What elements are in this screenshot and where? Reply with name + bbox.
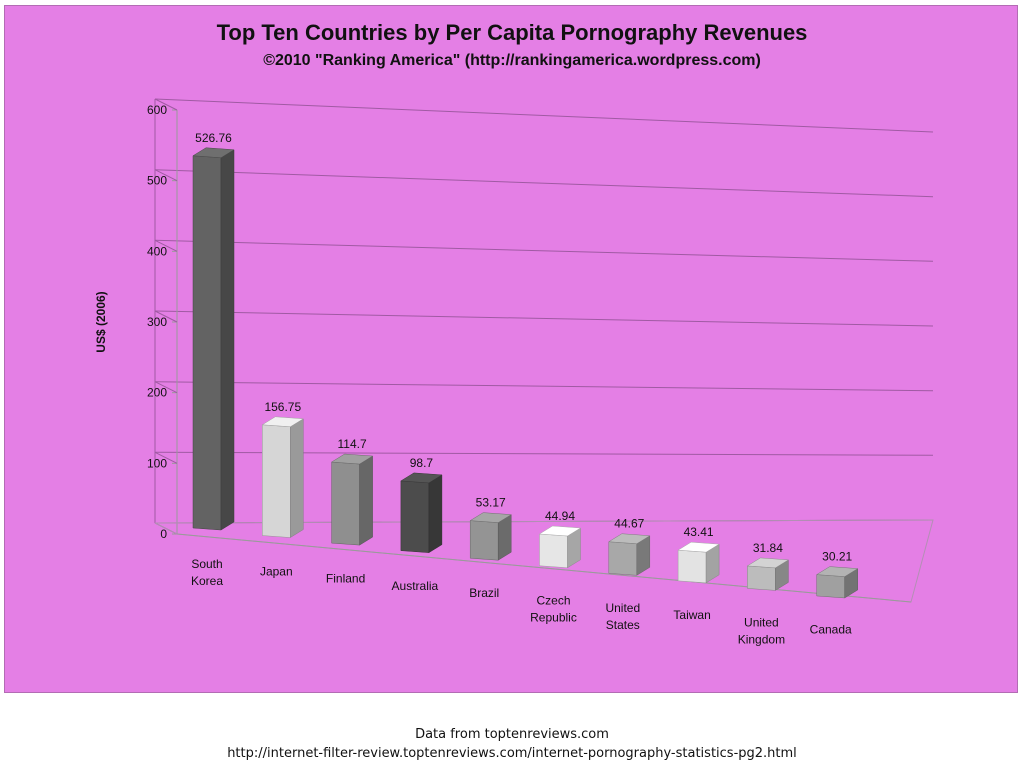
x-tick-label: Republic [530, 611, 577, 625]
chart-subtitle: ©2010 "Ranking America" (http://rankinga… [263, 52, 761, 69]
side-gridline [154, 381, 178, 394]
y-axis-label: US$ (2006) [94, 291, 108, 352]
bar-top-face [538, 525, 582, 537]
bar-top-face [330, 453, 374, 465]
bar-front-face [400, 480, 430, 553]
bar-side-face [220, 149, 235, 531]
gridline [154, 169, 934, 198]
data-label: 31.84 [753, 541, 783, 555]
x-tick-label: South [191, 557, 222, 571]
data-label: 98.7 [410, 456, 434, 470]
data-label: 53.17 [476, 496, 506, 510]
gridline [154, 310, 934, 327]
bar-top-face [677, 541, 720, 553]
data-label: 156.75 [264, 400, 301, 414]
bar-front-face [816, 574, 845, 599]
bar [815, 566, 859, 599]
x-tick-label: Taiwan [673, 608, 710, 622]
y-tick-label: 500 [147, 174, 167, 188]
data-label: 43.41 [684, 525, 714, 539]
bar-front-face [539, 533, 568, 569]
y-tick-label: 600 [147, 103, 167, 117]
y-tick-label: 0 [160, 527, 167, 541]
side-gridline [154, 98, 178, 111]
x-tick-label: Czech [536, 594, 570, 608]
x-tick-label: Korea [191, 574, 223, 588]
side-gridline [154, 169, 178, 182]
bar [261, 416, 305, 538]
side-gridline [154, 239, 178, 252]
bar-top-face [608, 533, 651, 544]
x-tick-label: Finland [326, 572, 365, 586]
bar [677, 541, 720, 584]
x-tick-label: Kingdom [738, 632, 785, 646]
bar [192, 147, 235, 531]
bar-top-face [469, 512, 512, 523]
bar [330, 453, 374, 546]
side-gridline [154, 310, 178, 323]
y-tick-label: 400 [147, 244, 167, 258]
bar [746, 557, 790, 591]
bar-front-face [608, 541, 638, 576]
bar-front-face [677, 549, 707, 584]
footer-url: http://internet-filter-review.toptenrevi… [227, 746, 797, 761]
bar-front-face [192, 155, 222, 531]
y-tick-label: 200 [147, 386, 167, 400]
x-tick-label: Brazil [469, 586, 499, 600]
bar-top-face [192, 147, 235, 159]
x-tick-label: States [606, 618, 640, 632]
x-tick-label: United [744, 615, 779, 629]
bar-front-face [262, 424, 291, 538]
bar-front-face [469, 520, 499, 561]
bar-side-face [359, 455, 373, 546]
y-tick-label: 300 [147, 315, 167, 329]
gridline [154, 381, 934, 392]
x-tick-label: Japan [260, 564, 293, 578]
bars [192, 147, 859, 599]
data-label: 44.67 [614, 517, 644, 531]
bar [538, 525, 582, 569]
bar [608, 533, 651, 576]
bar [469, 512, 512, 561]
data-label: 114.7 [338, 437, 367, 451]
x-axis-line [176, 533, 912, 603]
side-gridline [154, 451, 178, 464]
bar-front-face [331, 461, 360, 546]
x-tick-label: Australia [392, 579, 439, 593]
bar-top-face [815, 566, 859, 577]
bar-side-face [428, 474, 443, 554]
bar-side-face [290, 418, 304, 538]
gridline [154, 98, 934, 133]
data-label: 44.94 [545, 509, 575, 523]
x-tick-label: Canada [810, 623, 852, 637]
bar-front-face [747, 565, 776, 591]
bar [400, 472, 443, 554]
y-tick-label: 100 [147, 456, 167, 470]
bar-top-face [261, 416, 305, 428]
y-ticks: 0 100 200 300 400 500 600 [147, 98, 178, 541]
footer-source: Data from toptenreviews.com [415, 727, 609, 742]
bar-chart: 0 100 200 300 400 500 600 US$ (2006) 526.76 156.7… [94, 98, 934, 646]
bar-top-face [746, 557, 790, 569]
data-labels: 526.76 156.75 114.7 98.7 53.17 44.94 44.67 43.4… [195, 131, 852, 564]
data-label: 526.76 [195, 131, 232, 145]
chart-title: Top Ten Countries by Per Capita Pornogra… [216, 20, 808, 45]
x-tick-label: United [605, 601, 640, 615]
data-label: 30.21 [822, 550, 852, 564]
chart-area: Top Ten Countries by Per Capita Pornogra… [4, 5, 1018, 693]
bar-top-face [400, 472, 443, 484]
gridline [154, 239, 934, 262]
x-tick-labels: South Korea Japan Finland Australia Brazil Cze… [191, 557, 852, 646]
